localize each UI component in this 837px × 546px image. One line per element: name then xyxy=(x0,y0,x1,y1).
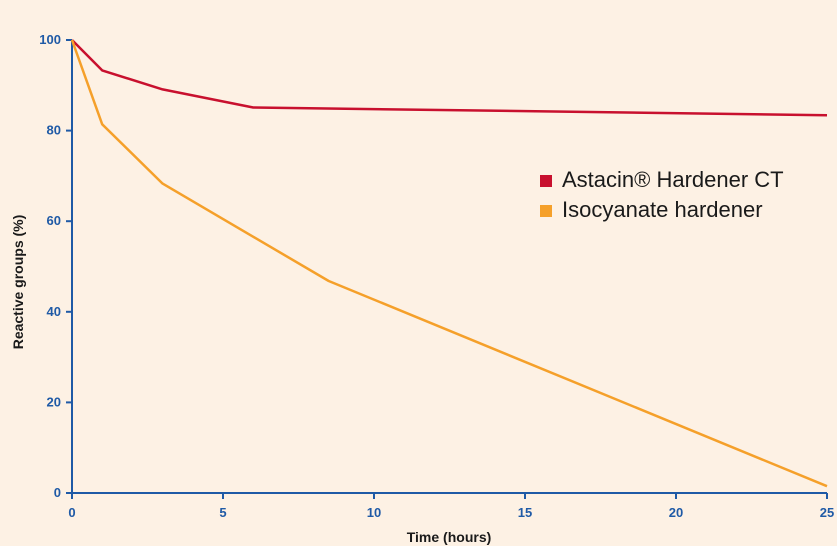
x-tick-label: 25 xyxy=(820,505,834,520)
y-tick-label: 60 xyxy=(47,213,61,228)
series-line-isocyanate-hardener xyxy=(70,39,828,488)
legend: Astacin® Hardener CT Isocyanate hardener xyxy=(540,167,784,222)
legend-swatch xyxy=(540,175,552,187)
x-tick-label: 15 xyxy=(518,505,532,520)
x-tick-label: 0 xyxy=(68,505,75,520)
axes xyxy=(71,40,827,494)
y-tick-label: 40 xyxy=(47,304,61,319)
legend-label: Isocyanate hardener xyxy=(562,197,763,222)
y-tick-label: 20 xyxy=(47,394,61,409)
x-tick-label: 10 xyxy=(367,505,381,520)
y-tick-label: 0 xyxy=(54,485,61,500)
y-axis-title: Reactive groups (%) xyxy=(10,215,26,350)
legend-label: Astacin® Hardener CT xyxy=(562,167,784,192)
series-line-astacin-hardener-ct xyxy=(71,39,828,117)
x-tick-label: 5 xyxy=(219,505,226,520)
series-lines xyxy=(70,39,828,488)
y-tick-label: 80 xyxy=(47,123,61,138)
y-tick-label: 100 xyxy=(39,32,61,47)
x-tick-label: 20 xyxy=(669,505,683,520)
legend-swatch xyxy=(540,205,552,217)
ticks: 0 20 40 60 80 100 0 5 10 15 20 25 xyxy=(39,32,834,520)
x-axis-title: Time (hours) xyxy=(407,529,492,545)
